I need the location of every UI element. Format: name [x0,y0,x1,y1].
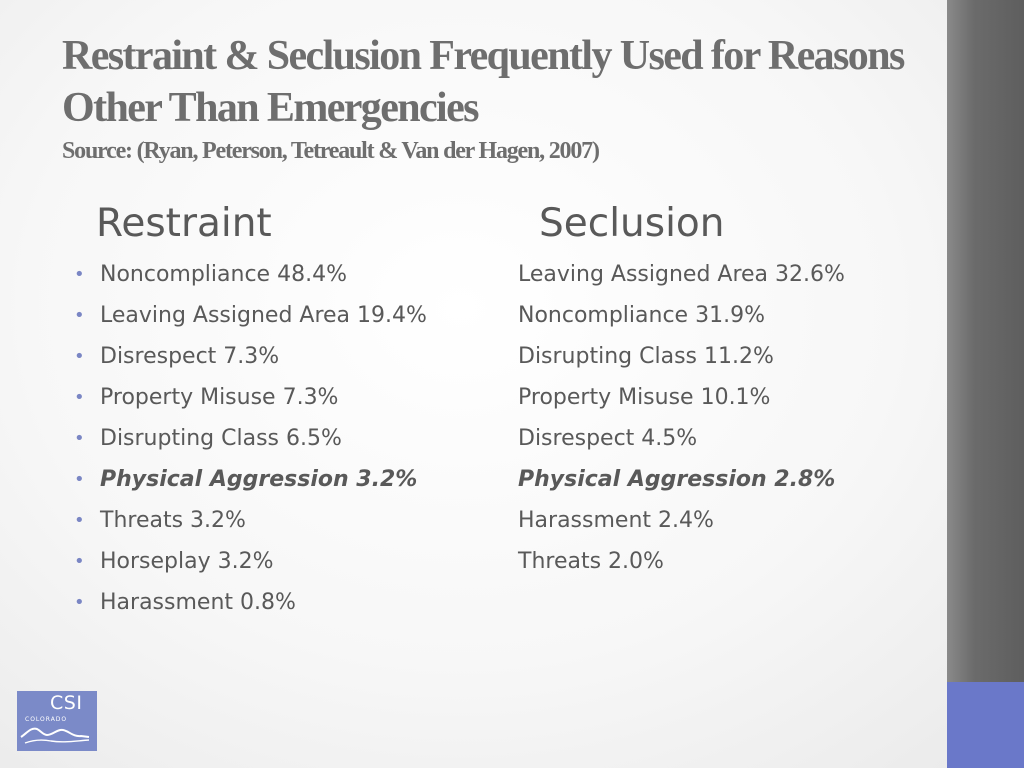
restraint-item: • Disrupting Class 6.5% [74,418,427,459]
seclusion-item-text: Noncompliance 31.9% [518,303,765,328]
seclusion-item-text: Physical Aggression 2.8% [518,467,836,492]
bullet-icon: • [74,346,85,367]
restraint-item-text: Disrespect 7.3% [100,344,280,369]
restraint-item-text: Disrupting Class 6.5% [100,426,342,451]
seclusion-item-text: Threats 2.0% [518,549,664,574]
bullet-icon: • [74,305,85,326]
seclusion-item-text: Disrespect 4.5% [518,426,698,451]
seclusion-item: Harassment 2.4% [518,500,845,541]
restraint-item: • Threats 3.2% [74,500,427,541]
seclusion-list: Leaving Assigned Area 32.6% Noncomplianc… [518,254,845,582]
restraint-item-text: Noncompliance 48.4% [100,262,347,287]
right-side-bar [947,0,1024,768]
bullet-icon: • [74,264,85,285]
seclusion-item-text: Disrupting Class 11.2% [518,344,774,369]
seclusion-item: Disrupting Class 11.2% [518,336,845,377]
bullet-icon: • [74,551,85,572]
logo-main-text: CSI [50,692,83,714]
bullet-icon: • [74,469,85,490]
logo-sub-text: COLORADO [25,716,68,723]
restraint-heading: Restraint [96,201,272,246]
seclusion-heading: Seclusion [539,201,725,246]
seclusion-item-text: Harassment 2.4% [518,508,714,533]
csi-colorado-logo: CSI COLORADO [17,691,97,751]
restraint-item-text: Threats 3.2% [100,508,246,533]
slide-area: Restraint & Seclusion Frequently Used fo… [17,33,905,751]
bullet-icon: • [74,387,85,408]
seclusion-item-text: Property Misuse 10.1% [518,385,771,410]
restraint-list: • Noncompliance 48.4% • Leaving Assigned A… [74,254,427,623]
right-side-accent [947,682,1024,768]
restraint-item-emphasized: • Physical Aggression 3.2% [74,459,427,500]
slide-subtitle: Source: (Ryan, Peterson, Tetreault & Van… [62,138,600,164]
restraint-item: • Disrespect 7.3% [74,336,427,377]
restraint-item-text: Leaving Assigned Area 19.4% [100,303,427,328]
seclusion-item-emphasized: Physical Aggression 2.8% [518,459,845,500]
restraint-item-text: Property Misuse 7.3% [100,385,339,410]
bullet-icon: • [74,428,85,449]
mountain-icon [20,727,90,744]
bullet-icon: • [74,592,85,613]
seclusion-item: Property Misuse 10.1% [518,377,845,418]
restraint-item-text: Physical Aggression 3.2% [100,467,418,492]
seclusion-item: Leaving Assigned Area 32.6% [518,254,845,295]
restraint-item-text: Horseplay 3.2% [100,549,274,574]
restraint-item-text: Harassment 0.8% [100,590,296,615]
restraint-item: • Leaving Assigned Area 19.4% [74,295,427,336]
restraint-item: • Harassment 0.8% [74,582,427,623]
restraint-item: • Horseplay 3.2% [74,541,427,582]
seclusion-item: Disrespect 4.5% [518,418,845,459]
restraint-item: • Property Misuse 7.3% [74,377,427,418]
seclusion-item-text: Leaving Assigned Area 32.6% [518,262,845,287]
slide-title: Restraint & Seclusion Frequently Used fo… [62,33,905,131]
restraint-item: • Noncompliance 48.4% [74,254,427,295]
seclusion-item: Threats 2.0% [518,541,845,582]
bullet-icon: • [74,510,85,531]
seclusion-item: Noncompliance 31.9% [518,295,845,336]
